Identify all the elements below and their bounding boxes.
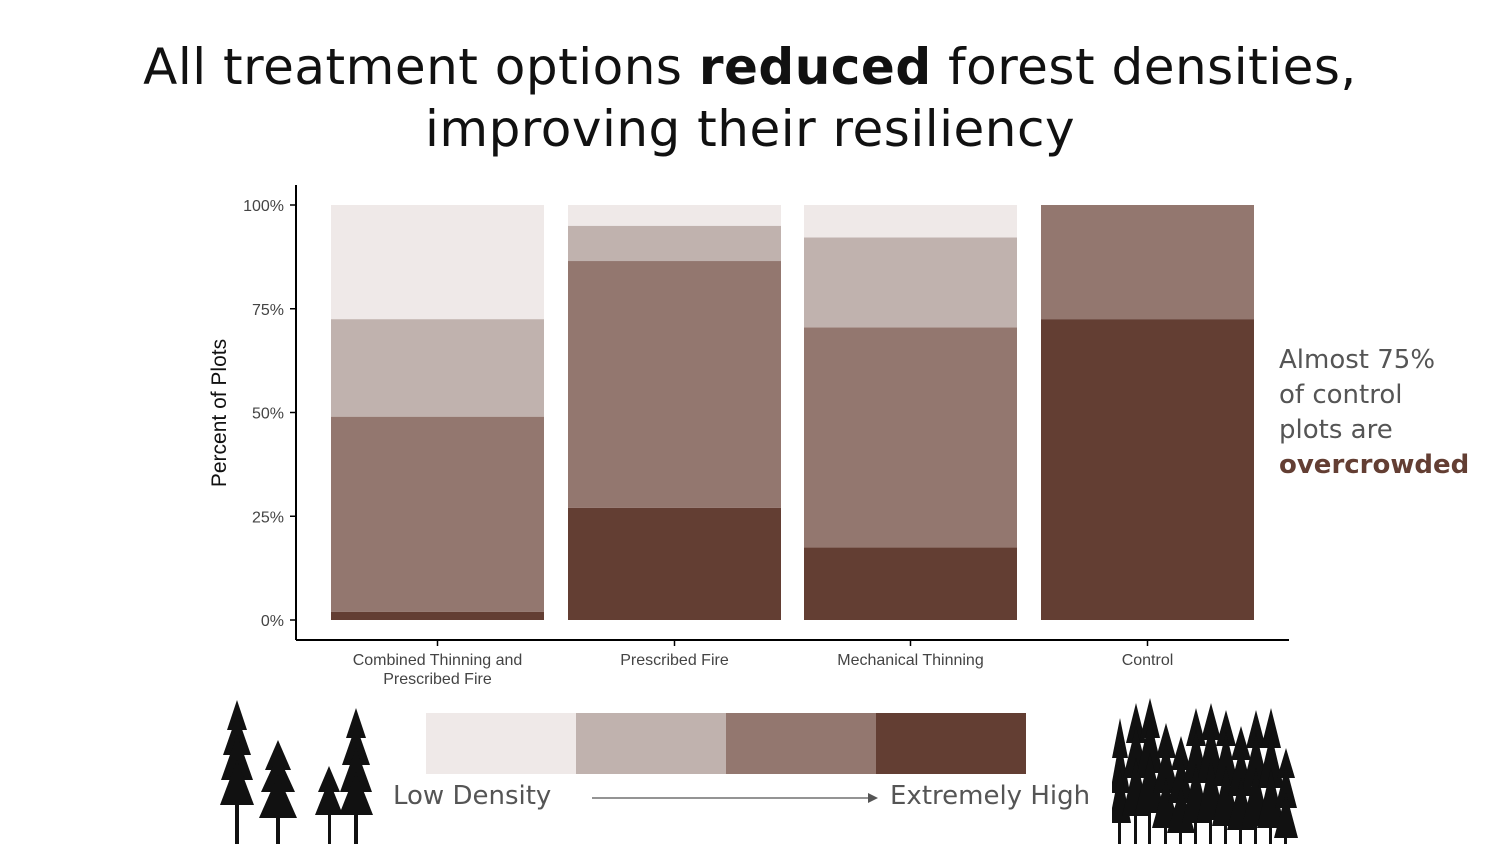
legend-swatch-medium <box>576 713 726 774</box>
legend-swatch-low <box>426 713 576 774</box>
y-axis-label: Percent of Plots <box>208 339 231 487</box>
title-text-start: All treatment options <box>143 38 699 96</box>
x-tick-label: Combined Thinning and <box>353 652 523 669</box>
y-tick-label: 25% <box>252 509 284 526</box>
bar-segment-3-4 <box>804 205 1017 238</box>
y-tick-label: 75% <box>252 302 284 319</box>
x-tick-label: Prescribed Fire <box>383 671 492 688</box>
control-annotation: Almost 75% of control plots are overcrow… <box>1279 343 1494 483</box>
legend-swatch-extreme <box>876 713 1026 774</box>
slide-title: All treatment options reduced forest den… <box>0 36 1500 160</box>
bar-segment-1-1 <box>331 611 544 620</box>
annotation-line-2: of control <box>1279 380 1403 410</box>
bar-segment-4-1 <box>1041 319 1254 620</box>
bar-segment-2-2 <box>568 261 781 508</box>
x-tick-layer: Combined Thinning and Prescribed Fire Pres… <box>353 640 1174 688</box>
arrow-right-icon <box>592 793 878 803</box>
bar-segment-3-3 <box>804 237 1017 328</box>
bar-segment-3-1 <box>804 547 1017 620</box>
stacked-bar-chart: 0% 25% 50% 75% 100% Combined Thinning and Pre… <box>208 185 1289 688</box>
title-text-end: forest densities, <box>931 38 1357 96</box>
title-line-1: All treatment options reduced forest den… <box>0 36 1500 98</box>
legend-swatch-high <box>726 713 876 774</box>
x-tick-label: Prescribed Fire <box>620 652 729 669</box>
title-emphasis: reduced <box>698 38 932 96</box>
bar-segment-1-3 <box>331 319 544 417</box>
annotation-line-1: Almost 75% <box>1279 345 1436 375</box>
y-tick-layer: 0% 25% 50% 75% 100% <box>243 198 296 630</box>
annotation-emphasis: overcrowded <box>1279 450 1470 480</box>
y-tick-label: 100% <box>243 198 284 215</box>
x-tick-label: Control <box>1122 652 1174 669</box>
y-tick-label: 0% <box>261 613 284 630</box>
bar-segment-3-2 <box>804 327 1017 548</box>
bar-layer <box>331 205 1254 620</box>
bar-segment-2-4 <box>568 205 781 226</box>
x-tick-label: Mechanical Thinning <box>837 652 983 669</box>
annotation-line-3: plots are <box>1279 415 1393 445</box>
bar-segment-4-2 <box>1041 205 1254 320</box>
title-line-2: improving their resiliency <box>424 100 1076 158</box>
dense-trees-icon <box>1112 698 1298 844</box>
legend-high-label: Extremely High <box>890 781 1091 811</box>
bar-segment-2-1 <box>568 507 781 620</box>
sparse-trees-icon <box>220 700 373 844</box>
bar-segment-1-2 <box>331 416 544 612</box>
bar-segment-1-4 <box>331 205 544 320</box>
y-tick-label: 50% <box>252 406 284 423</box>
legend-low-label: Low Density <box>393 781 552 811</box>
bar-segment-2-3 <box>568 225 781 262</box>
